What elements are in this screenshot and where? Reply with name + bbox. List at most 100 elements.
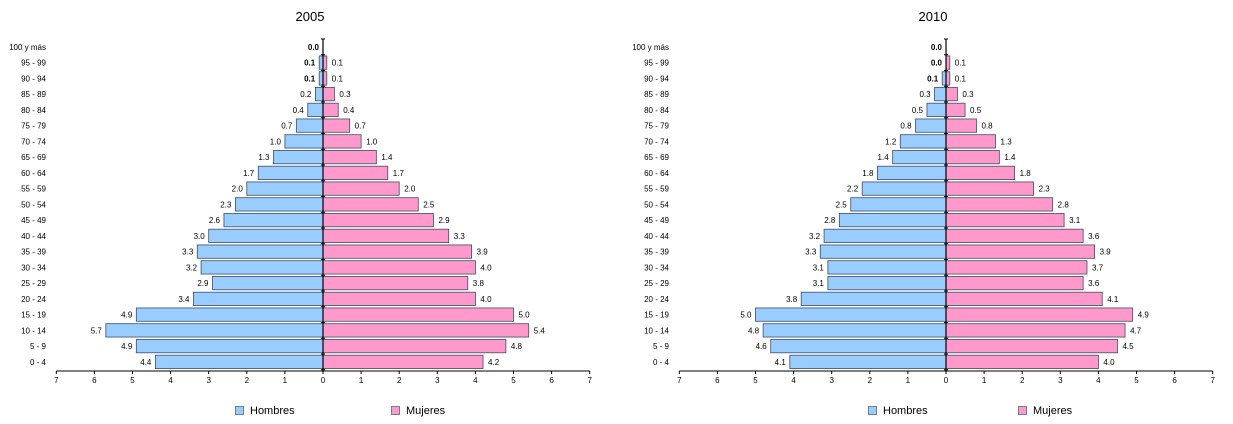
chart-title-2010: 2010 xyxy=(918,9,948,24)
x-tick-label: 2 xyxy=(868,376,873,385)
category-label: 100 y más xyxy=(10,43,46,52)
data-label-mujeres: 4.0 xyxy=(480,263,492,272)
bar-hombres xyxy=(257,165,324,180)
data-label-hombres: 1.8 xyxy=(862,169,874,178)
data-label-hombres: 0.0 xyxy=(931,43,943,52)
data-label-hombres: 0.3 xyxy=(919,90,931,99)
category-label: 65 - 69 xyxy=(21,153,46,162)
bar-hombres xyxy=(789,354,947,369)
data-label-mujeres: 3.6 xyxy=(1088,232,1100,241)
category-label: 50 - 54 xyxy=(644,200,669,209)
bar-mujeres xyxy=(945,181,1035,196)
data-label-hombres: 2.6 xyxy=(209,216,221,225)
bar-mujeres xyxy=(945,354,1099,369)
data-label-hombres: 4.4 xyxy=(140,358,152,367)
bar-hombres xyxy=(193,291,324,306)
data-label-mujeres: 4.1 xyxy=(1107,295,1119,304)
x-tick-label: 4 xyxy=(1096,376,1101,385)
x-tick-label: 6 xyxy=(1172,376,1177,385)
bar-hombres xyxy=(284,134,324,149)
category-label: 35 - 39 xyxy=(21,248,46,257)
bar-hombres xyxy=(105,323,324,338)
bar-mujeres xyxy=(322,291,476,306)
bar-mujeres xyxy=(322,134,362,149)
data-label-hombres: 5.7 xyxy=(91,326,103,335)
bar-hombres xyxy=(234,197,324,212)
bar-mujeres xyxy=(945,244,1095,259)
bar-mujeres xyxy=(322,260,476,275)
category-label: 90 - 94 xyxy=(21,74,46,83)
data-label-mujeres: 4.0 xyxy=(1103,358,1115,367)
category-label: 50 - 54 xyxy=(21,200,46,209)
x-tick-label: 6 xyxy=(715,376,720,385)
x-tick-label: 1 xyxy=(283,376,288,385)
category-label: 15 - 19 xyxy=(644,311,669,320)
data-label-mujeres: 0.5 xyxy=(970,106,982,115)
data-label-mujeres: 5.0 xyxy=(519,311,531,320)
legend-swatch-hombres xyxy=(235,405,244,415)
category-label: 75 - 79 xyxy=(21,122,46,131)
x-tick-label: 3 xyxy=(829,376,834,385)
data-label-mujeres: 0.1 xyxy=(332,59,344,68)
category-label: 5 - 9 xyxy=(30,342,47,351)
category-label: 20 - 24 xyxy=(21,295,46,304)
bar-hombres xyxy=(892,150,947,165)
legend-label-hombres: Hombres xyxy=(883,405,928,417)
bar-hombres xyxy=(827,260,947,275)
legend-label-mujeres: Mujeres xyxy=(406,405,446,417)
category-label: 30 - 34 xyxy=(644,263,669,272)
bar-hombres xyxy=(827,276,947,291)
x-tick-label: 7 xyxy=(1210,376,1215,385)
bar-hombres xyxy=(934,87,947,102)
bar-mujeres xyxy=(322,228,450,243)
bar-mujeres xyxy=(322,165,389,180)
data-label-mujeres: 2.5 xyxy=(423,200,435,209)
data-label-mujeres: 1.4 xyxy=(1004,153,1016,162)
data-label-hombres: 0.2 xyxy=(300,90,312,99)
bar-mujeres xyxy=(945,134,996,149)
data-label-mujeres: 4.8 xyxy=(511,342,523,351)
data-label-mujeres: 4.9 xyxy=(1138,311,1150,320)
chart-title-2005: 2005 xyxy=(295,9,325,24)
bar-hombres xyxy=(314,87,324,102)
data-label-mujeres: 1.7 xyxy=(393,169,405,178)
data-label-hombres: 3.1 xyxy=(813,263,825,272)
bar-mujeres xyxy=(945,291,1103,306)
bar-mujeres xyxy=(945,118,977,133)
bar-mujeres xyxy=(945,87,958,102)
data-label-hombres: 3.3 xyxy=(805,248,817,257)
data-label-hombres: 1.7 xyxy=(243,169,255,178)
x-tick-label: 6 xyxy=(549,376,554,385)
category-label: 95 - 99 xyxy=(644,59,669,68)
x-tick-label: 5 xyxy=(511,376,516,385)
x-tick-label: 6 xyxy=(92,376,97,385)
category-label: 40 - 44 xyxy=(644,232,669,241)
pyramid-plot-2005: 7 6 5 4 3 2 1 0 1 2 3 4 5 6 7 0 - 4 4.4 4.2 5 - 9 4.9 4.8 10 … xyxy=(10,38,592,385)
data-label-hombres: 0.1 xyxy=(927,74,939,83)
data-label-mujeres: 2.0 xyxy=(404,185,416,194)
data-label-hombres: 1.3 xyxy=(258,153,270,162)
bar-hombres xyxy=(762,323,947,338)
data-label-hombres: 3.4 xyxy=(178,295,190,304)
bar-mujeres xyxy=(322,197,419,212)
category-label: 90 - 94 xyxy=(644,74,669,83)
bar-mujeres xyxy=(322,339,507,354)
category-label: 95 - 99 xyxy=(21,59,46,68)
bar-hombres xyxy=(307,102,324,117)
data-label-hombres: 3.1 xyxy=(813,279,825,288)
data-label-mujeres: 5.4 xyxy=(534,326,546,335)
bar-hombres xyxy=(273,150,324,165)
data-label-hombres: 3.2 xyxy=(809,232,821,241)
bar-mujeres xyxy=(945,276,1084,291)
x-tick-label: 2 xyxy=(397,376,402,385)
bar-mujeres xyxy=(322,276,469,291)
data-label-hombres: 0.1 xyxy=(304,74,316,83)
bar-mujeres xyxy=(945,150,1000,165)
population-pyramid-2010: 2010 7 6 5 4 3 2 1 0 1 2 3 4 5 6 7 0 - 4 4.1 4.0 5 - 9 4.6 4… xyxy=(633,0,1233,424)
bar-hombres xyxy=(770,339,947,354)
category-label: 5 - 9 xyxy=(653,342,670,351)
bar-mujeres xyxy=(322,87,335,102)
x-tick-label: 7 xyxy=(677,376,682,385)
category-label: 80 - 84 xyxy=(21,106,46,115)
bar-mujeres xyxy=(945,228,1084,243)
